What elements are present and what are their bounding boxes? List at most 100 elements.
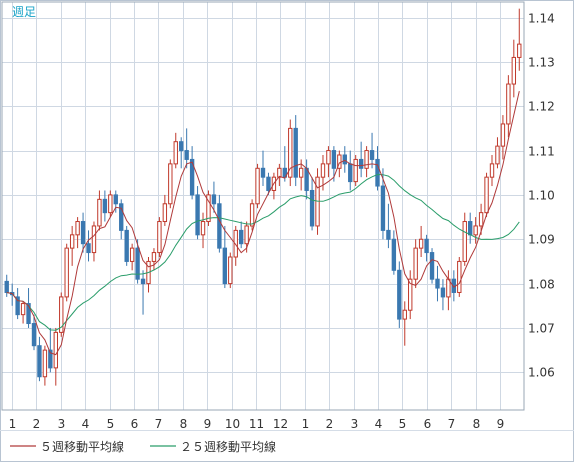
candle-up [446,278,451,298]
x-tick-label: 10 [225,417,240,431]
x-axis-ticks: 1 2 3 4 5 6 7 8 9 10 11 12 1 2 3 4 5 6 7 8 9 [9,417,505,431]
candle-up [511,56,517,85]
candle-up [69,234,75,249]
candle-up [108,194,113,214]
candle-down [309,189,315,227]
candle-down [179,141,184,152]
x-tick-label: 11 [249,417,264,431]
chart-title: 週足 [12,5,36,19]
x-tick-label: 1 [9,417,17,431]
candle-down [184,150,189,160]
y-tick-label: 1.14 [528,12,555,26]
candle-up [418,238,424,249]
candle-down [391,238,397,271]
candle-up [64,247,69,298]
legend-ma25-label: ２５週移動平均線 [180,439,276,454]
x-tick-label: 3 [351,417,359,431]
candle-down [369,150,375,160]
candle-down [211,194,217,205]
candle-up [233,229,238,258]
candle-up [228,256,233,285]
candle-up [206,194,211,223]
x-tick-label: 7 [155,417,163,431]
candle-down [380,185,386,231]
candle-down [135,247,140,280]
candle-up [473,225,478,236]
x-tick-label: 1 [302,417,310,431]
x-tick-label: 8 [473,417,481,431]
candle-up [255,167,260,205]
candle-down [266,176,271,191]
candle-up [288,127,293,178]
x-tick-label: 12 [273,417,288,431]
candle-up [173,141,178,165]
y-tick-label: 1.13 [528,56,555,70]
candle-up [277,167,282,178]
candle-up [20,303,26,316]
candle-down [375,158,380,187]
legend-ma5-label: ５週移動平均線 [40,439,124,454]
candle-down [468,221,473,236]
candle-down [397,269,402,320]
candle-up [200,221,206,236]
candle-down [124,229,129,262]
candle-up [495,145,500,165]
candle-down [424,238,429,254]
x-tick-label: 6 [131,417,139,431]
candle-up [157,221,162,254]
candle-down [222,247,228,285]
plot-border [1,1,525,411]
candle-up [413,247,418,280]
x-tick-label: 6 [424,417,432,431]
x-tick-label: 2 [326,417,334,431]
y-tick-label: 1.08 [528,278,555,292]
candle-up [462,221,467,262]
candle-down [86,243,91,254]
y-axis-ticks: 1.06 1.07 1.08 1.09 1.10 1.11 1.12 1.13 1.14 [528,12,555,380]
candle-up [53,331,58,369]
candle-down [102,198,108,214]
candle-up [298,167,304,178]
x-tick-label: 8 [180,417,188,431]
candle-down [48,349,53,369]
y-tick-label: 1.11 [528,145,555,159]
candle-down [195,194,200,236]
candle-up [478,212,484,227]
x-tick-label: 2 [33,417,41,431]
candle-up [244,225,249,245]
candle-up [97,198,102,227]
y-tick-label: 1.09 [528,233,555,247]
candle-up [129,247,135,262]
candle-down [260,167,266,178]
candle-down [140,278,146,285]
candle-up [364,150,369,169]
candle-up [59,296,64,333]
candle-down [342,154,347,165]
candle-down [113,194,118,205]
candle-up [484,176,489,214]
candle-down [386,229,391,240]
candle-down [26,303,31,325]
candle-up [517,43,522,58]
candle-up [168,163,173,205]
candle-up [75,221,80,236]
candle-down [15,296,20,316]
candle-up [249,203,255,227]
moving-averages [6,90,520,356]
candle-up [500,123,506,147]
x-tick-label: 9 [204,417,212,431]
candle-down [358,158,364,169]
candle-down [293,127,298,178]
candle-up [489,163,495,178]
x-tick-label: 5 [107,417,115,431]
candle-up [353,158,358,183]
candle-up [506,83,511,125]
candle-down [119,203,124,231]
candle-up [42,349,48,378]
candle-up [402,309,407,320]
candle-down [429,252,435,280]
y-tick-label: 1.07 [528,322,555,336]
candles [4,8,522,386]
candle-down [37,345,42,378]
